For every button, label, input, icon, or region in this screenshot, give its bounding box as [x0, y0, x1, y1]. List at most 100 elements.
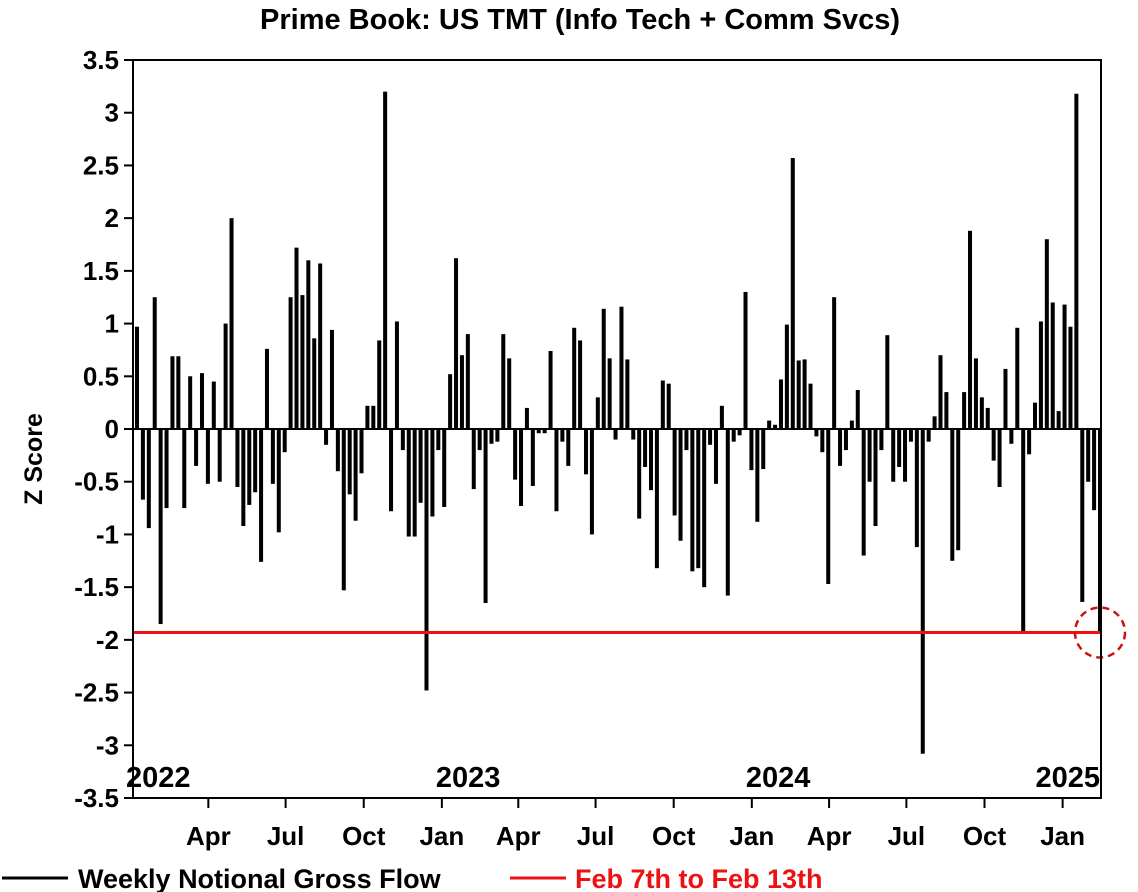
bar: [879, 429, 884, 451]
bar: [702, 429, 707, 588]
bar: [885, 335, 890, 429]
bar: [690, 429, 695, 572]
bar: [276, 429, 281, 533]
bar: [406, 429, 411, 537]
bar: [666, 383, 671, 429]
bar: [607, 358, 612, 429]
y-tick-label: -1: [96, 519, 119, 549]
bar: [312, 338, 317, 429]
bar: [394, 321, 399, 429]
bar: [595, 397, 600, 429]
bar: [903, 429, 908, 482]
x-axis-ticks: Apr Jul Oct Jan Apr Jul Oct Jan Apr Jul Oct Jan: [186, 798, 1085, 851]
bar: [1068, 326, 1073, 429]
bar: [708, 429, 713, 445]
x-tick-label: Jul: [577, 821, 615, 851]
bar: [784, 324, 789, 429]
bar: [235, 429, 240, 487]
bar: [318, 263, 323, 429]
bar: [932, 416, 937, 429]
bar: [583, 429, 589, 475]
bar: [389, 429, 394, 512]
bar: [164, 429, 169, 509]
bar: [324, 429, 329, 445]
bar: [1062, 304, 1067, 429]
bar: [176, 356, 181, 429]
bar: [962, 392, 967, 429]
bar: [778, 379, 783, 429]
bar: [241, 429, 246, 526]
bar: [400, 429, 405, 451]
bar: [773, 424, 778, 429]
bar: [560, 429, 565, 442]
bar: [188, 376, 193, 429]
bar: [465, 334, 470, 429]
y-tick-label: 2: [105, 203, 119, 233]
legend-label-flow: Weekly Notional Gross Flow: [78, 864, 442, 892]
bar: [873, 429, 878, 526]
bar: [855, 389, 860, 429]
legend-label-reference: Feb 7th to Feb 13th: [575, 864, 823, 892]
bar: [796, 360, 801, 429]
bar: [1092, 429, 1097, 511]
bar: [643, 429, 648, 467]
bar: [436, 429, 441, 451]
bar: [205, 429, 210, 484]
bar: [648, 429, 654, 491]
bar: [495, 429, 500, 442]
legend: Weekly Notional Gross Flow Feb 7th to Fe…: [2, 864, 823, 892]
x-tick-label: Jan: [419, 821, 464, 851]
bar: [341, 429, 346, 591]
bar: [371, 405, 376, 429]
bar: [684, 429, 689, 451]
bar: [294, 247, 299, 429]
y-tick-label: 0: [105, 414, 119, 444]
bar: [140, 429, 145, 500]
bar: [619, 306, 624, 429]
bar: [519, 429, 524, 506]
bar: [820, 429, 825, 453]
y-tick-label: -2.5: [74, 678, 119, 708]
bar: [288, 297, 293, 429]
bar: [832, 297, 837, 429]
bar: [459, 355, 464, 429]
bar: [365, 405, 370, 429]
bar: [761, 429, 766, 470]
bar: [814, 429, 819, 437]
bar: [152, 297, 157, 429]
bar: [182, 429, 187, 509]
bars: [134, 91, 1103, 754]
bar: [672, 429, 677, 516]
bar: [578, 340, 583, 429]
year-labels: 2022 2023 2024 2025: [126, 762, 1100, 794]
bar: [1015, 327, 1020, 429]
y-tick-label: -3.5: [74, 783, 119, 813]
y-tick-label: 1: [105, 309, 119, 339]
bar: [542, 429, 547, 434]
y-tick-label: 0.5: [83, 361, 119, 391]
plot-frame: [132, 59, 1102, 799]
bar: [849, 420, 854, 429]
bar: [719, 405, 724, 429]
bar: [861, 429, 866, 556]
bar: [725, 429, 730, 596]
bar: [134, 326, 140, 429]
bar: [678, 429, 683, 541]
bar: [973, 358, 978, 429]
bar: [802, 359, 807, 429]
bar: [170, 356, 175, 429]
bar: [660, 380, 665, 429]
bar: [1074, 93, 1079, 429]
bar: [613, 429, 618, 440]
bar: [572, 327, 577, 429]
bar: [329, 329, 334, 429]
bar: [253, 429, 258, 493]
bar: [454, 258, 459, 429]
bar: [1056, 411, 1061, 429]
bar: [1080, 429, 1085, 602]
bar: [489, 429, 494, 444]
bar: [914, 429, 919, 548]
bar: [631, 429, 636, 440]
x-tick-label: Jan: [729, 821, 774, 851]
